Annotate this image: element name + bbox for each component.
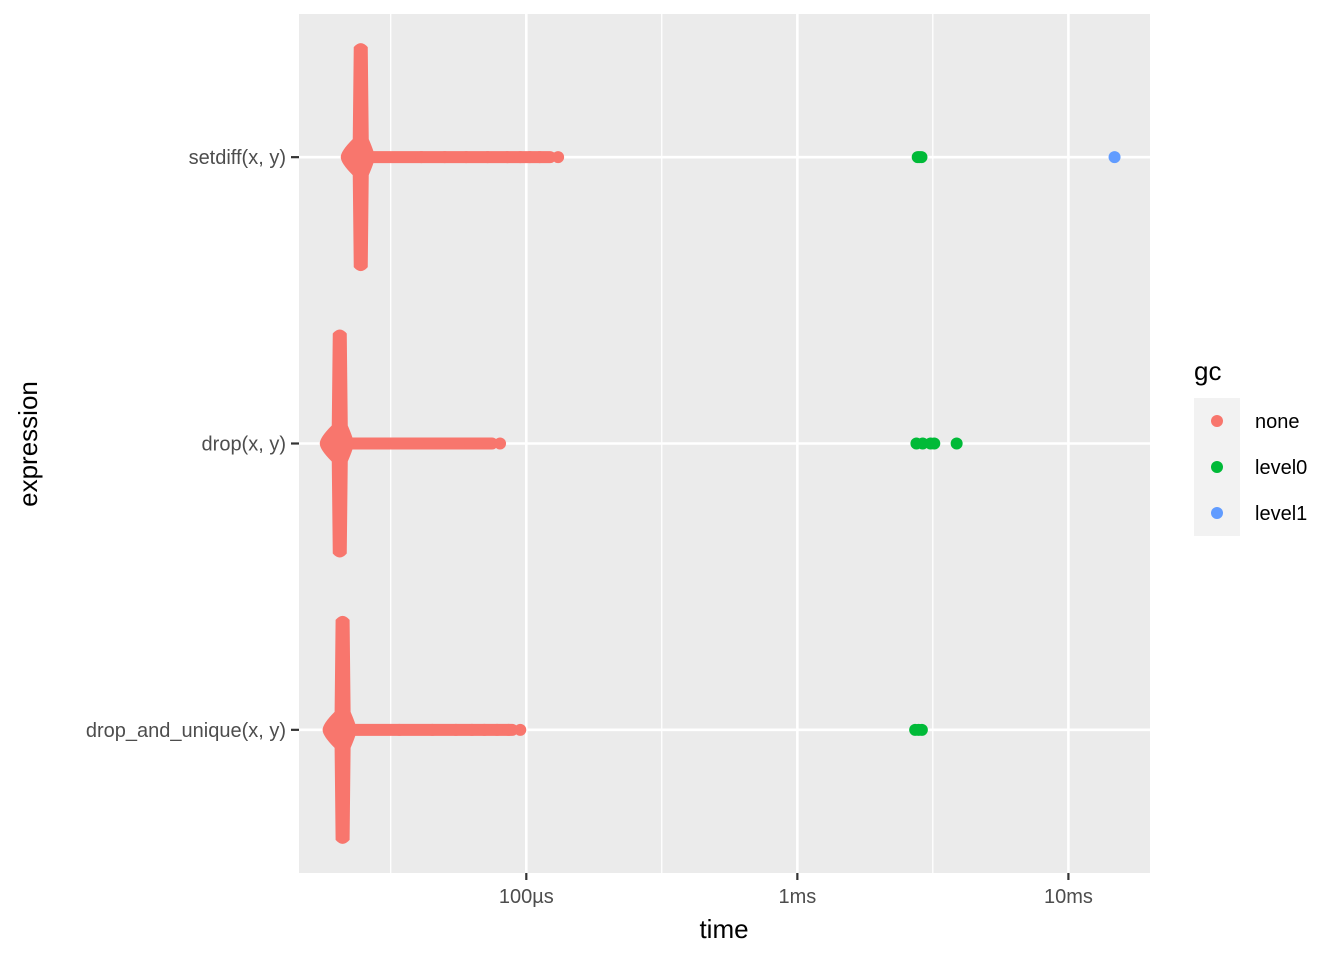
data-marks [319, 43, 1121, 844]
data-point [514, 723, 527, 736]
y-axis-title: expression [13, 381, 43, 507]
data-point [438, 437, 451, 450]
data-point [1108, 151, 1121, 164]
series-group [322, 615, 928, 844]
data-point [426, 723, 439, 736]
x-tick-label: 1ms [778, 886, 816, 908]
legend-label: level1 [1255, 503, 1307, 525]
legend-label: level0 [1255, 457, 1307, 479]
y-tick-label: drop(x, y) [202, 434, 286, 456]
data-point [415, 151, 428, 164]
data-point [523, 151, 536, 164]
data-point [491, 723, 504, 736]
data-point [915, 723, 928, 736]
data-point [464, 437, 477, 450]
data-point [460, 151, 473, 164]
data-point [481, 151, 494, 164]
series-group [319, 329, 963, 558]
legend-swatch [1211, 461, 1223, 473]
data-point [950, 437, 963, 450]
x-tick-label: 10ms [1044, 886, 1093, 908]
legend-title: gc [1194, 356, 1221, 386]
data-point [449, 723, 462, 736]
x-tick-label: 100µs [499, 886, 554, 908]
data-point [915, 151, 928, 164]
legend-label: none [1255, 411, 1300, 433]
legend-swatch [1211, 415, 1223, 427]
data-point [533, 151, 546, 164]
y-axis: setdiff(x, y) drop(x, y) drop_and_unique(x… [86, 147, 299, 742]
data-point [478, 723, 491, 736]
data-point [514, 151, 527, 164]
legend-swatch [1211, 507, 1223, 519]
data-point [494, 437, 507, 450]
data-point [481, 437, 494, 450]
x-axis-title: time [699, 914, 748, 944]
dense-violin [319, 329, 354, 558]
dense-violin [340, 43, 375, 272]
dense-violin [322, 615, 357, 844]
data-point [465, 723, 478, 736]
legend: gc none level0 level1 [1194, 356, 1307, 536]
data-point [393, 723, 406, 736]
data-point [412, 437, 425, 450]
y-tick-label: setdiff(x, y) [189, 147, 286, 169]
y-tick-label: drop_and_unique(x, y) [86, 720, 286, 742]
data-point [376, 437, 389, 450]
series-group [340, 43, 1121, 272]
data-point [438, 151, 451, 164]
data-point [502, 723, 515, 736]
data-point [928, 437, 941, 450]
data-point [501, 151, 514, 164]
x-axis: 100µs 1ms 10ms [499, 873, 1093, 908]
data-point [552, 151, 565, 164]
